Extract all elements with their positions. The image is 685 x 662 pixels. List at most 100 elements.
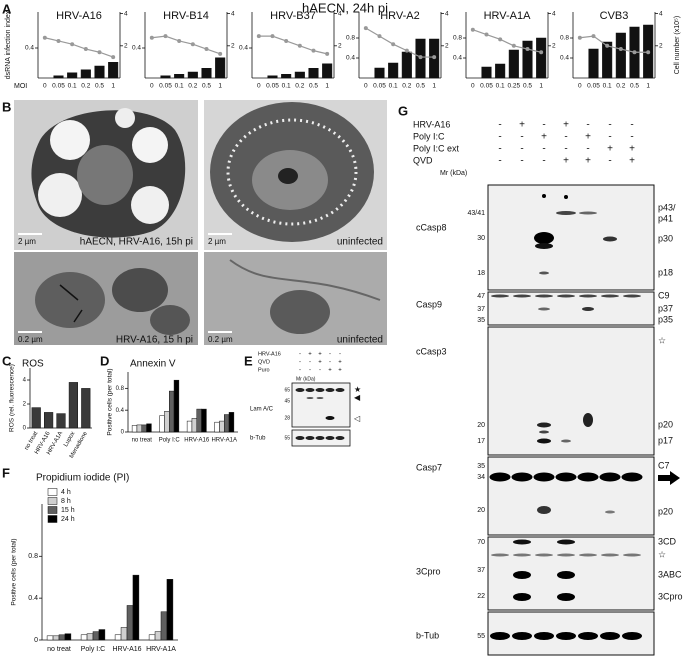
point [404,48,409,53]
condition-label: QVD [258,359,270,365]
condition-mark: - [630,120,633,131]
bar [64,633,72,641]
band [335,388,345,392]
band [335,436,345,440]
x-tick-label: 0 [257,83,261,90]
condition-mark: - [329,352,331,358]
panel-label: E [244,353,253,368]
x-tick-label: 0 [471,83,475,90]
band-label: ☆ [658,549,666,559]
point [632,50,637,55]
size-label: 47 [477,293,485,300]
band [315,436,325,440]
band [623,553,641,557]
y2-tick-label: 2 [445,43,449,50]
band [542,194,546,198]
x-tick-label: HRV-A1A [211,438,237,444]
line [365,27,435,58]
point [498,37,503,42]
bar [81,388,91,429]
chart-title: Annexin V [130,359,176,370]
condition-mark: - [564,132,567,143]
band-label: 3ABC [658,569,682,579]
point [363,26,368,31]
y-tick-label: 0.8 [560,35,569,42]
band [579,211,597,215]
bar [94,65,105,79]
point [377,34,382,39]
band [623,294,641,298]
point [646,50,651,55]
bar [98,629,106,641]
condition-mark: + [607,144,613,155]
point [97,50,102,55]
condition-mark: - [564,144,567,155]
point [591,34,596,39]
y-tick-label: 0.4 [28,595,38,602]
condition-mark: + [585,132,591,143]
size-label: 34 [477,474,485,481]
point [83,47,88,52]
condition-mark: - [309,360,311,366]
condition-mark: - [542,156,545,167]
x-tick-label: 0.5 [523,83,532,90]
band-label: p20 [658,506,673,516]
x-tick-label: 0.05 [266,83,279,90]
band-label: p20 [658,419,673,429]
band [490,632,510,640]
condition-label: HRV-A16 [258,351,281,357]
bar [160,611,168,641]
blot-label: Casp7 [416,462,442,472]
point [432,55,437,60]
condition-mark: + [318,360,322,366]
bar [215,57,226,79]
condition-mark: + [541,132,547,143]
x-tick-label: Poly I:C [159,438,181,444]
condition-mark: - [329,360,331,366]
condition-mark: - [498,156,501,167]
band [537,438,551,444]
size-label: 55 [284,435,290,441]
y2-tick-label: 4 [445,10,449,17]
micrographs: 2 µm hAECN, HRV-A16, 15h pi 2 µm uninfec… [14,100,387,346]
y-tick-label: 0.4 [239,45,248,52]
band [557,593,575,601]
x-tick-label: 1 [218,83,222,90]
y-tick-label: 0.8 [28,553,38,560]
point [56,38,61,43]
x-tick-label: 1 [325,83,329,90]
band-label: p30 [658,233,673,243]
band [325,388,335,392]
band-label: 3CD [658,536,677,546]
point [270,34,275,39]
point [284,38,289,43]
mitochondrion [270,290,330,334]
size-label: 28 [284,415,290,421]
x-tick-label: 0.05 [373,83,386,90]
bar [401,51,412,79]
band [601,294,619,298]
bar [481,66,492,79]
y-axis-label: Positive cells (per total) [107,368,114,435]
x-tick-label: 0.5 [630,83,639,90]
band [603,236,617,242]
x-tick-label: no treat [132,438,153,444]
arrow-marker [658,471,680,485]
scale-label: 2 µm [18,237,36,246]
band-label: ☆ [658,335,666,345]
bar [126,605,134,641]
band [538,307,550,311]
x-tick-label: 0.2 [188,83,197,90]
condition-mark: + [585,156,591,167]
y-axis-label: Positive cells (per total) [11,538,18,605]
bar [267,75,278,79]
condition-mark: - [520,132,523,143]
band [537,422,551,428]
band [557,539,575,545]
mr-label: Mr (kDa) [440,170,467,177]
size-label: 18 [477,270,485,277]
condition-mark: - [630,132,633,143]
bar [191,418,197,433]
